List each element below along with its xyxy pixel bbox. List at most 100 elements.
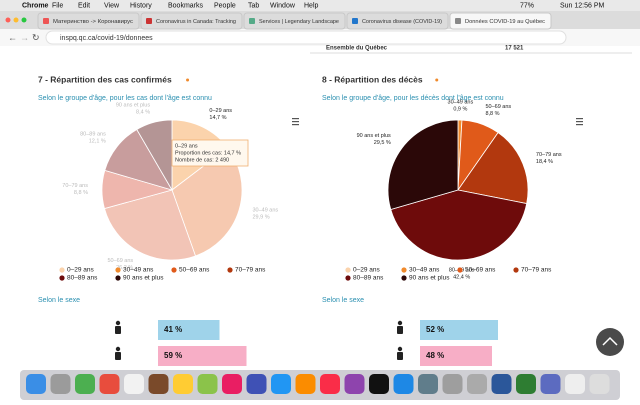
dock-icon[interactable] <box>173 374 193 394</box>
legend-label[interactable]: 90 ans et plus <box>409 275 450 282</box>
person-head <box>115 320 121 326</box>
clock: Sun 12:56 PM <box>560 2 605 9</box>
legend-label[interactable]: 80–89 ans <box>353 275 384 282</box>
dock-icon[interactable] <box>565 374 585 394</box>
tooltip-text: Nombre de cas: 2 490 <box>175 157 229 163</box>
menu-icon[interactable] <box>576 124 583 126</box>
section-title: Selon le sexe <box>38 297 80 304</box>
legend-marker <box>59 267 65 273</box>
sex-bar-label: 41 % <box>164 325 182 334</box>
dock-icon[interactable] <box>222 374 242 394</box>
address-bar[interactable] <box>45 30 567 45</box>
zoom-button[interactable] <box>21 17 27 23</box>
dock-icon[interactable] <box>467 374 487 394</box>
dock-icon[interactable] <box>26 374 46 394</box>
legend-label[interactable]: 50–69 ans <box>465 267 496 274</box>
person-body <box>397 352 403 360</box>
dock-icon[interactable] <box>50 374 71 394</box>
tooltip-text: Proportion des cas: 14,7 % <box>175 150 241 156</box>
pie-slice[interactable] <box>136 119 173 192</box>
menu-bar <box>0 0 640 11</box>
minimize-button[interactable] <box>13 17 19 23</box>
slice-value: 14,7 % <box>209 115 226 121</box>
dock-icon[interactable] <box>75 374 95 394</box>
legend-label[interactable]: 50–69 ans <box>179 267 210 274</box>
menu-icon[interactable] <box>292 121 299 123</box>
legend-marker <box>59 275 65 281</box>
person-head <box>397 346 403 352</box>
menu-item[interactable]: Help <box>304 2 319 9</box>
menu-item[interactable]: Tab <box>248 2 259 9</box>
legend-label[interactable]: 30–49 ans <box>409 267 440 274</box>
slice-label: 70–79 ans <box>536 152 562 158</box>
legend-label[interactable]: 70–79 ans <box>521 267 552 274</box>
dock-icon[interactable] <box>197 374 218 394</box>
legend-label[interactable]: 30–49 ans <box>123 267 154 274</box>
sex-bar <box>158 320 220 340</box>
dock-icon[interactable] <box>124 374 144 394</box>
menu-item[interactable]: Bookmarks <box>168 2 204 9</box>
menu-item[interactable]: Window <box>270 2 296 9</box>
legend-label[interactable]: 0–29 ans <box>353 267 380 274</box>
menu-item[interactable]: History <box>130 2 152 9</box>
menu-item[interactable]: Edit <box>78 2 90 9</box>
slice-label: 70–79 ans <box>62 183 88 189</box>
slice-value: 29,5 % <box>374 140 391 146</box>
chart-title: 8 - Répartition des décès <box>322 74 423 84</box>
dock-icon[interactable] <box>271 374 291 394</box>
dock-icon[interactable] <box>491 374 512 394</box>
legend-marker <box>345 275 351 281</box>
menu-icon[interactable] <box>292 118 299 120</box>
legend-label[interactable]: 70–79 ans <box>235 267 266 274</box>
chart-title: 7 - Répartition des cas confirmés <box>38 74 172 84</box>
tab[interactable] <box>346 12 449 30</box>
dock-icon[interactable] <box>589 374 610 394</box>
tab[interactable] <box>243 12 346 30</box>
forward-button[interactable]: → <box>20 32 29 42</box>
dock-icon[interactable] <box>246 374 267 394</box>
tooltip <box>171 139 249 167</box>
slice-value: 8,8 % <box>74 190 88 196</box>
menu-icon[interactable] <box>576 118 583 120</box>
dock-icon[interactable] <box>99 374 120 394</box>
menu-item[interactable]: File <box>52 2 63 9</box>
legend-marker <box>401 267 407 273</box>
tab-title: Coronavirus in Canada: Tracking <box>156 19 236 25</box>
dock-icon[interactable] <box>148 374 169 394</box>
scroll-top-button[interactable] <box>596 328 624 356</box>
dock-icon[interactable] <box>295 374 316 394</box>
dock-icon[interactable] <box>344 374 365 394</box>
tab-title: Coronavirus disease (COVID-19) <box>362 19 442 25</box>
close-button[interactable] <box>5 17 11 23</box>
menu-icon[interactable] <box>292 124 299 126</box>
legend-label[interactable]: 80–89 ans <box>67 275 98 282</box>
slice-value: 12,1 % <box>89 139 106 145</box>
menu-icon[interactable] <box>576 121 583 123</box>
pie-slice[interactable] <box>387 119 459 211</box>
dock-icon[interactable] <box>442 374 463 394</box>
pie-slice[interactable] <box>104 189 196 261</box>
tab[interactable] <box>37 12 140 30</box>
section-title: Selon le sexe <box>322 297 364 304</box>
menu-app[interactable]: Chrome <box>22 2 49 9</box>
dock-icon[interactable] <box>369 374 389 394</box>
tab[interactable] <box>449 12 552 30</box>
dock-icon[interactable] <box>320 374 340 394</box>
legend-marker <box>115 267 121 273</box>
pie-slice[interactable] <box>457 132 529 205</box>
reload-button[interactable]: ↻ <box>32 32 40 42</box>
slice-label: 30–49 ans <box>252 207 278 213</box>
title-dot <box>435 78 439 82</box>
tab[interactable] <box>140 12 243 30</box>
tab-icon <box>146 18 152 24</box>
dock-icon[interactable] <box>516 374 536 394</box>
back-button[interactable]: ← <box>8 32 17 42</box>
dock-icon[interactable] <box>540 374 561 394</box>
dock-icon[interactable] <box>418 374 438 394</box>
legend-label[interactable]: 0–29 ans <box>67 267 94 274</box>
menu-item[interactable]: People <box>214 2 236 9</box>
pie-slice[interactable] <box>390 189 528 261</box>
dock-icon[interactable] <box>393 374 414 394</box>
menu-item[interactable]: View <box>104 2 120 9</box>
legend-label[interactable]: 90 ans et plus <box>123 275 164 282</box>
